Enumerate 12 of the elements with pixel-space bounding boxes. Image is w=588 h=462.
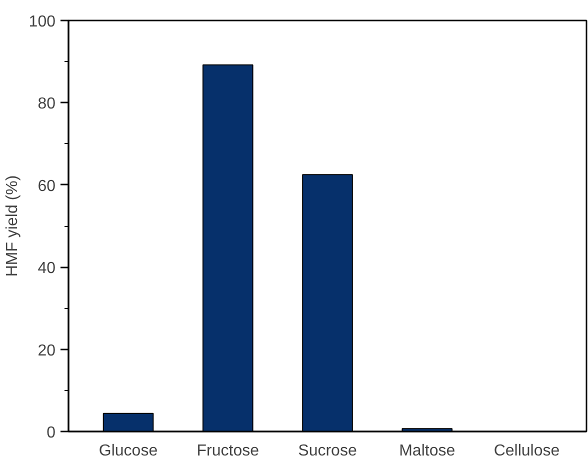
y-tick-label: 100 xyxy=(28,14,56,30)
y-tick-label: 0 xyxy=(46,424,56,442)
y-tick-label: 80 xyxy=(38,96,56,113)
y-axis-title: HMF yield (%) xyxy=(4,175,21,277)
y-tick-label: 40 xyxy=(38,260,56,278)
x-tick-label: Glucose xyxy=(98,442,158,460)
x-tick-label: Fructose xyxy=(196,442,260,460)
y-tick-label: 60 xyxy=(38,178,56,195)
x-tick-label: Sucrose xyxy=(298,442,357,460)
y-tick-label: 20 xyxy=(38,342,56,360)
x-tick-label: Cellulose xyxy=(494,442,560,460)
x-tick-label: Maltose xyxy=(399,442,456,460)
